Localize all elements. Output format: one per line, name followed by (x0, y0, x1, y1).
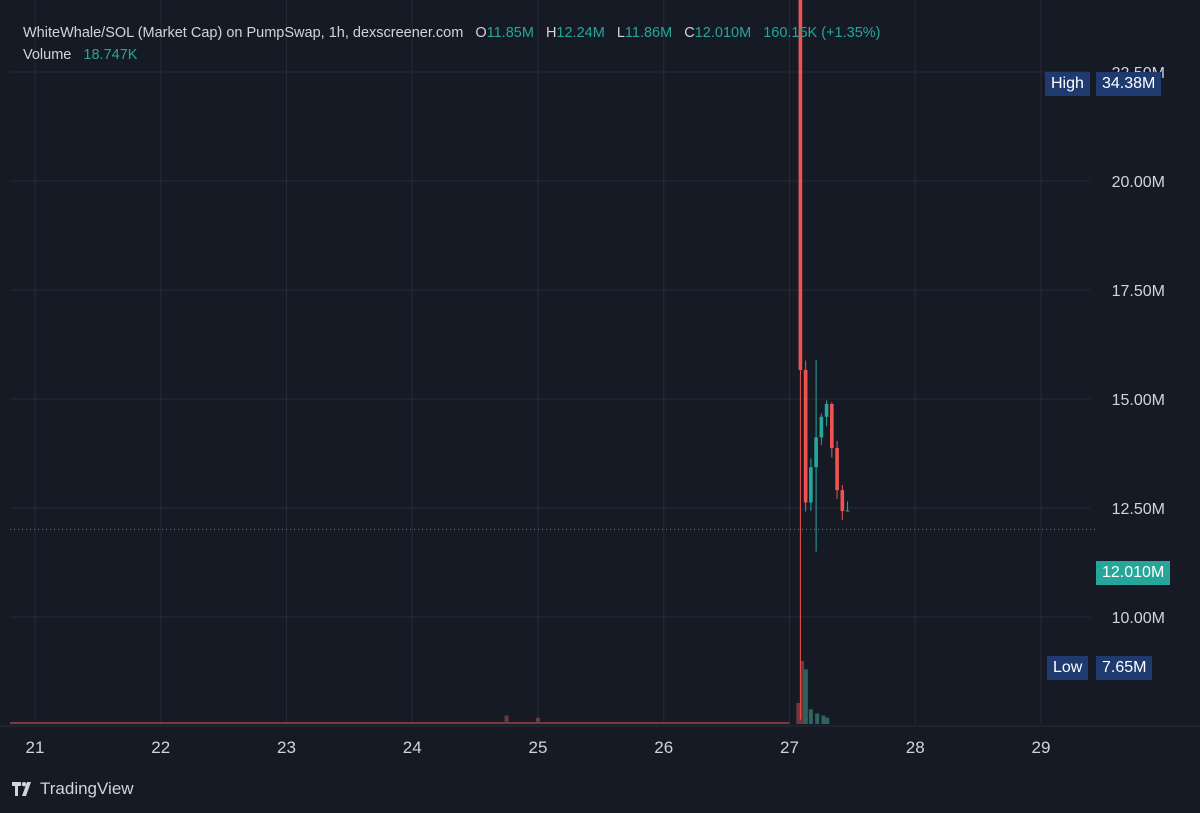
candles (798, 0, 850, 720)
volume-bar (808, 709, 813, 724)
candle (809, 458, 813, 511)
high-marker-label: High (1045, 72, 1090, 96)
candle-body (845, 510, 850, 512)
candle (835, 440, 839, 500)
volume-bar (800, 661, 805, 724)
x-tick-label: 29 (1032, 738, 1051, 757)
high-marker-value: 34.38M (1096, 72, 1162, 96)
volume-bar (536, 717, 540, 724)
candle (798, 0, 803, 720)
chart-legend: WhiteWhale/SOL (Market Cap) on PumpSwap,… (23, 22, 880, 66)
candle-body (824, 404, 829, 417)
tradingview-logo[interactable]: TradingView (12, 779, 134, 799)
candle-body (840, 490, 845, 512)
candle (840, 485, 845, 520)
candle-body (803, 369, 808, 503)
volume-bar (821, 715, 826, 724)
volume-bar (825, 717, 830, 724)
volume-bar (796, 703, 801, 724)
close-label: C (684, 25, 695, 41)
x-tick-label: 25 (529, 738, 548, 757)
candle-body (830, 404, 834, 449)
y-tick-label: 15.00M (1112, 392, 1165, 409)
x-tick-label: 23 (277, 738, 296, 757)
low-marker-label: Low (1047, 656, 1089, 680)
candle (824, 400, 829, 427)
volume-bar (504, 715, 509, 724)
change-value: 160.15K (+1.35%) (763, 25, 881, 41)
volume-bar (803, 669, 808, 724)
candle (814, 359, 818, 552)
volume-bars (10, 661, 830, 724)
volume-value: 18.747K (83, 47, 138, 63)
last-price-badge: 12.010M (1096, 561, 1171, 585)
candle (830, 402, 834, 458)
chart-grid (0, 0, 1200, 727)
volume-label: Volume (23, 47, 72, 63)
x-tick-label: 26 (654, 738, 673, 757)
y-tick-label: 12.50M (1112, 501, 1165, 518)
x-axis: 21 22 23 24 25 26 27 28 29 (26, 738, 1051, 757)
tradingview-name: TradingView (40, 779, 134, 798)
high-value: 12.24M (556, 25, 605, 41)
candle (803, 360, 808, 512)
low-value: 11.86M (624, 25, 673, 41)
open-label: O (475, 25, 487, 41)
y-tick-label: 20.00M (1112, 174, 1165, 191)
legend-title: WhiteWhale/SOL (Market Cap) on PumpSwap,… (23, 25, 464, 41)
volume-bar (815, 713, 820, 724)
high-label: H (545, 25, 557, 41)
open-value: 11.85M (486, 25, 534, 41)
x-tick-label: 22 (151, 738, 170, 757)
low-label: L (616, 25, 625, 41)
x-tick-label: 24 (403, 738, 422, 757)
candle-body (835, 448, 839, 491)
y-tick-label: 17.50M (1112, 283, 1165, 300)
candle (845, 501, 850, 512)
candle-body (819, 416, 824, 438)
candle-body (809, 467, 813, 503)
x-tick-label: 21 (26, 738, 45, 757)
candle-body (814, 437, 818, 468)
candle-body (798, 0, 803, 370)
y-tick-label: 10.00M (1112, 610, 1165, 627)
close-value: 12.010M (694, 25, 752, 41)
x-tick-label: 27 (780, 738, 799, 757)
candle (819, 413, 824, 446)
x-tick-label: 28 (906, 738, 925, 757)
tradingview-icon (12, 782, 31, 796)
low-marker-value: 7.65M (1096, 656, 1153, 680)
